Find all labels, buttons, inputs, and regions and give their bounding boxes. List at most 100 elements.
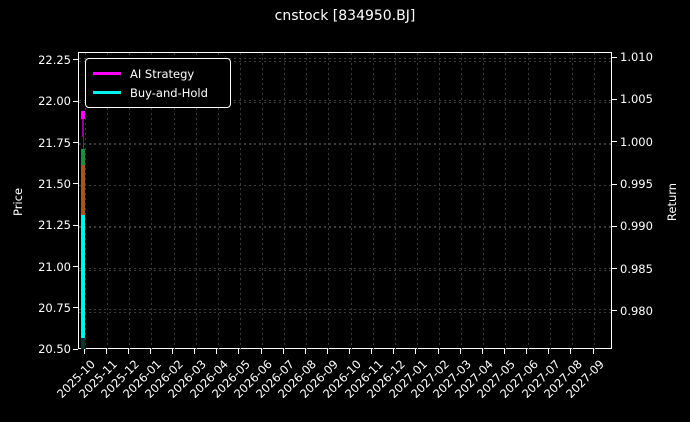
plot-area (78, 52, 613, 350)
right-axis-tick (612, 268, 617, 270)
horizontal-gridline-return (79, 185, 613, 186)
left-axis-tick (73, 183, 78, 185)
horizontal-gridline-return (79, 58, 613, 60)
left-axis-tick-label: 21.50 (38, 176, 71, 191)
left-axis-tick (73, 59, 78, 61)
vertical-gridline (505, 53, 507, 350)
x-axis-tick (592, 349, 594, 354)
right-axis-tick-label: 0.995 (620, 177, 653, 191)
x-axis-tick (326, 349, 328, 354)
right-axis-tick (612, 183, 617, 185)
vertical-gridline (594, 53, 595, 350)
horizontal-gridline-price (79, 226, 613, 228)
x-axis-tick (570, 349, 572, 354)
x-axis-tick (415, 349, 417, 354)
horizontal-gridline-price (79, 267, 613, 269)
ai-strategy-line (80, 111, 85, 119)
left-axis-tick (73, 224, 78, 226)
left-axis-tick (73, 266, 78, 268)
ai-strategy-tail (81, 119, 84, 137)
x-axis-tick (548, 349, 550, 354)
horizontal-gridline-price (79, 60, 613, 62)
right-axis-tick-label: 1.000 (620, 134, 653, 149)
horizontal-gridline-return (79, 269, 613, 271)
right-axis-tick-label: 0.985 (620, 261, 653, 276)
right-axis-tick-label: 0.980 (620, 303, 653, 318)
x-axis-tick (238, 349, 240, 354)
vertical-gridline (461, 53, 463, 350)
right-axis-tick (612, 98, 617, 100)
right-axis-tick (612, 141, 617, 143)
x-axis-tick (83, 349, 85, 354)
legend-box: AI Strategy Buy-and-Hold (85, 58, 231, 108)
vertical-gridline (173, 53, 175, 350)
vertical-gridline (284, 53, 286, 350)
vertical-gridline (107, 53, 109, 350)
x-axis-tick (127, 349, 129, 354)
left-axis-title: Price (11, 187, 25, 217)
vertical-gridline (328, 53, 330, 350)
x-axis-tick (349, 349, 351, 354)
down-candle-body (80, 165, 85, 215)
legend-item: AI Strategy (93, 64, 222, 83)
x-axis-tick (459, 349, 461, 354)
horizontal-gridline-return (79, 311, 613, 313)
ai-strategy-legend-line (93, 72, 121, 75)
x-axis-tick (526, 349, 528, 354)
vertical-gridline (571, 53, 573, 350)
right-axis-tick (612, 56, 617, 58)
right-axis-tick-label: 0.990 (620, 219, 653, 234)
left-axis-tick-label: 21.75 (38, 135, 71, 150)
x-axis-tick (393, 349, 395, 354)
vertical-gridline (151, 53, 153, 350)
right-axis-tick (612, 225, 617, 227)
vertical-gridline (350, 53, 352, 350)
right-axis-tick-label: 1.005 (620, 92, 653, 107)
left-axis-tick-label: 22.25 (38, 52, 71, 67)
vertical-gridline (439, 53, 441, 350)
right-axis-tick-label: 1.010 (620, 50, 653, 65)
left-axis-tick (73, 307, 78, 309)
buy-and-hold-legend-line (93, 91, 121, 94)
right-axis-tick (612, 310, 617, 312)
vertical-gridline (129, 53, 131, 350)
right-axis-title: Return (665, 182, 679, 222)
x-axis-tick (282, 349, 284, 354)
legend-label: AI Strategy (130, 66, 195, 81)
bottom-dark-mark (80, 337, 85, 350)
left-axis-tick (73, 348, 78, 350)
left-axis-tick-label: 21.00 (38, 259, 71, 274)
vertical-gridline (306, 53, 308, 350)
left-axis-tick (73, 100, 78, 102)
x-axis-tick (260, 349, 262, 354)
x-axis-tick (194, 349, 196, 354)
horizontal-gridline-return (79, 142, 613, 144)
buy-and-hold-line (80, 214, 85, 339)
vertical-gridline (217, 53, 219, 350)
vertical-gridline (527, 53, 529, 350)
left-axis-tick-label: 20.75 (38, 300, 71, 315)
horizontal-gridline-return (79, 100, 613, 102)
x-axis-tick (371, 349, 373, 354)
vertical-gridline (416, 53, 418, 350)
horizontal-gridline-price (79, 308, 613, 310)
left-axis-tick-label: 21.25 (38, 218, 71, 233)
vertical-gridline (262, 53, 264, 350)
vertical-gridline (239, 53, 241, 350)
x-axis-tick (216, 349, 218, 354)
horizontal-gridline-return (79, 227, 613, 229)
x-axis-tick (304, 349, 306, 354)
vertical-gridline (483, 53, 485, 350)
vertical-gridline (372, 53, 374, 350)
horizontal-gridline-price (79, 102, 613, 104)
vertical-gridline (549, 53, 551, 350)
up-candle-body (80, 148, 85, 166)
left-axis-tick-label: 22.00 (38, 94, 71, 109)
vertical-gridline (85, 53, 86, 350)
vertical-gridline (195, 53, 197, 350)
x-axis-tick (437, 349, 439, 354)
vertical-gridline (394, 53, 396, 350)
x-axis-tick (481, 349, 483, 354)
x-axis-tick (503, 349, 505, 354)
